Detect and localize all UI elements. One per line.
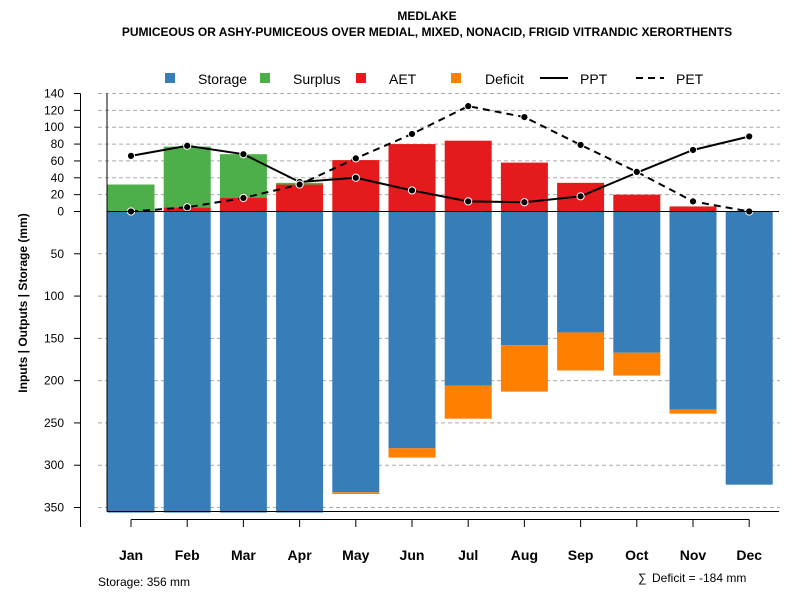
sum-symbol-icon: ∑ xyxy=(638,571,647,585)
storage-bar xyxy=(388,211,436,449)
axes: 0 20 40 60 80 100 120 140 50 100 150 200 250 300 350 Ja… xyxy=(44,87,779,563)
legend: Storage Surplus AET Deficit PPT PET xyxy=(165,71,704,87)
series-lines xyxy=(126,102,754,216)
y-tick-label: 300 xyxy=(44,458,64,472)
x-tick-label: May xyxy=(342,547,369,563)
aet-bar xyxy=(669,206,717,212)
y-tick-label: 50 xyxy=(51,247,65,261)
ppt-point xyxy=(520,198,529,207)
ppt-point xyxy=(407,186,417,195)
deficit-legend-label: Deficit xyxy=(485,71,524,87)
deficit-bar xyxy=(669,409,717,414)
deficit-bar xyxy=(332,492,380,494)
storage-bar xyxy=(500,211,548,346)
deficit-bar xyxy=(444,385,492,419)
storage-bar xyxy=(219,211,267,513)
ppt-point xyxy=(688,145,698,155)
y-tick-label: 0 xyxy=(57,205,64,219)
deficit-bar xyxy=(500,345,548,392)
surplus-bar xyxy=(163,146,211,208)
pet-point xyxy=(351,154,360,163)
x-tick-label: Nov xyxy=(680,547,707,563)
y-tick-label: 350 xyxy=(44,501,64,515)
ppt-point xyxy=(576,192,585,201)
y-tick-label: 80 xyxy=(51,137,65,151)
deficit-footnote: Deficit = -184 mm xyxy=(652,571,746,585)
ppt-point xyxy=(351,173,360,182)
ppt-legend-label: PPT xyxy=(580,71,608,87)
storage-bar xyxy=(557,211,605,333)
y-tick-label: 60 xyxy=(51,154,65,168)
x-tick-label: Mar xyxy=(231,547,256,563)
storage-bar xyxy=(613,211,661,353)
surplus-legend-label: Surplus xyxy=(293,71,340,87)
pet-point xyxy=(239,193,248,203)
pet-point xyxy=(520,113,529,122)
storage-bar xyxy=(332,211,380,493)
storage-legend-swatch xyxy=(165,73,175,83)
x-tick-label: Jul xyxy=(458,547,478,563)
deficit-legend-swatch xyxy=(451,73,461,83)
deficit-bar xyxy=(613,352,661,376)
pet-line xyxy=(130,105,750,213)
y-tick-label: 140 xyxy=(44,87,64,101)
x-tick-label: Aug xyxy=(511,547,538,563)
aet-legend-swatch xyxy=(356,73,366,83)
aet-bar xyxy=(276,184,324,212)
storage-bar xyxy=(107,211,155,513)
pet-point xyxy=(632,167,641,176)
chart-subtitle: PUMICEOUS OR ASHY-PUMICEOUS OVER MEDIAL,… xyxy=(122,25,732,39)
storage-footnote: Storage: 356 mm xyxy=(98,575,190,589)
pet-point xyxy=(576,140,585,150)
y-tick-label: 120 xyxy=(44,103,64,117)
x-tick-label: Sep xyxy=(568,547,594,563)
y-tick-label: 150 xyxy=(44,331,64,345)
y-tick-label: 20 xyxy=(51,188,65,202)
storage-bar xyxy=(444,211,492,386)
storage-bar xyxy=(163,211,211,513)
gridlines xyxy=(98,93,780,508)
bars xyxy=(107,140,773,513)
chart-title: MEDLAKE xyxy=(397,9,456,23)
pet-point xyxy=(295,180,304,189)
pet-point xyxy=(464,102,473,111)
x-tick-label: Dec xyxy=(736,547,762,563)
pet-legend-label: PET xyxy=(676,71,704,87)
ppt-point xyxy=(183,141,192,150)
y-tick-label: 40 xyxy=(51,171,65,185)
ppt-point xyxy=(126,151,136,160)
pet-point xyxy=(407,129,417,139)
y-axis-label: Inputs | Outputs | Storage (mm) xyxy=(16,213,30,392)
y-tick-label: 100 xyxy=(44,289,64,303)
surplus-legend-swatch xyxy=(260,73,270,83)
y-tick-label: 100 xyxy=(44,120,64,134)
ppt-point xyxy=(239,150,248,159)
aet-bar xyxy=(219,198,267,212)
y-tick-label: 200 xyxy=(44,374,64,388)
surplus-bar xyxy=(107,184,155,212)
x-tick-label: Feb xyxy=(175,547,200,563)
storage-bar xyxy=(276,211,324,513)
storage-bar xyxy=(669,211,717,410)
surplus-bar xyxy=(219,154,267,199)
deficit-bar xyxy=(388,448,436,458)
pet-point xyxy=(183,203,192,212)
ppt-line xyxy=(130,135,750,204)
x-tick-label: Jun xyxy=(400,547,425,563)
x-tick-label: Apr xyxy=(288,547,313,563)
ppt-point xyxy=(745,132,754,141)
pet-point xyxy=(688,197,698,206)
storage-bar xyxy=(725,211,773,485)
storage-legend-label: Storage xyxy=(198,71,247,87)
y-tick-label: 250 xyxy=(44,416,64,430)
aet-bar xyxy=(388,144,436,212)
aet-bar xyxy=(332,160,380,212)
x-tick-label: Oct xyxy=(625,547,649,563)
x-tick-label: Jan xyxy=(119,547,143,563)
ppt-point xyxy=(464,197,473,206)
aet-legend-label: AET xyxy=(389,71,417,87)
aet-bar xyxy=(613,194,661,212)
deficit-bar xyxy=(557,332,605,371)
